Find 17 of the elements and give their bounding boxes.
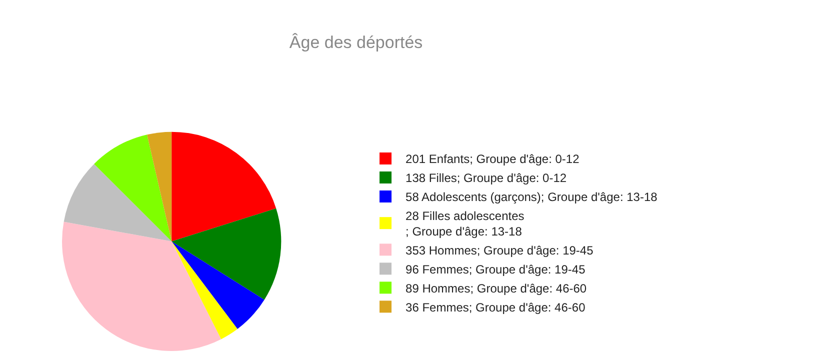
chart-title: Âge des déportés xyxy=(289,33,423,52)
pie-slice xyxy=(172,208,281,300)
legend-label: 89 Hommes; Groupe d'âge: 46-60 xyxy=(406,281,587,296)
pie-slice xyxy=(172,241,264,330)
pie-slice xyxy=(62,222,222,351)
legend-label: 138 Filles; Groupe d'âge: 0-12 xyxy=(406,171,567,186)
legend-label: 58 Adolescents (garçons); Groupe d'âge: 13-18 xyxy=(406,190,658,204)
legend-label: 96 Femmes; Groupe d'âge: 19-45 xyxy=(406,262,586,276)
legend-label: 353 Hommes; Groupe d'âge: 19-45 xyxy=(406,243,594,258)
pie-slice xyxy=(94,134,172,242)
pie-slice xyxy=(147,132,172,242)
pie-slice xyxy=(172,241,238,340)
pie-slice xyxy=(172,132,276,242)
legend-label: 28 Filles adolescentes ; Groupe d'âge: 13-18 xyxy=(406,208,524,239)
legend-label: 36 Femmes; Groupe d'âge: 46-60 xyxy=(406,300,586,314)
legend-label: 201 Enfants; Groupe d'âge: 0-12 xyxy=(406,152,580,166)
pie-slice xyxy=(64,164,172,242)
